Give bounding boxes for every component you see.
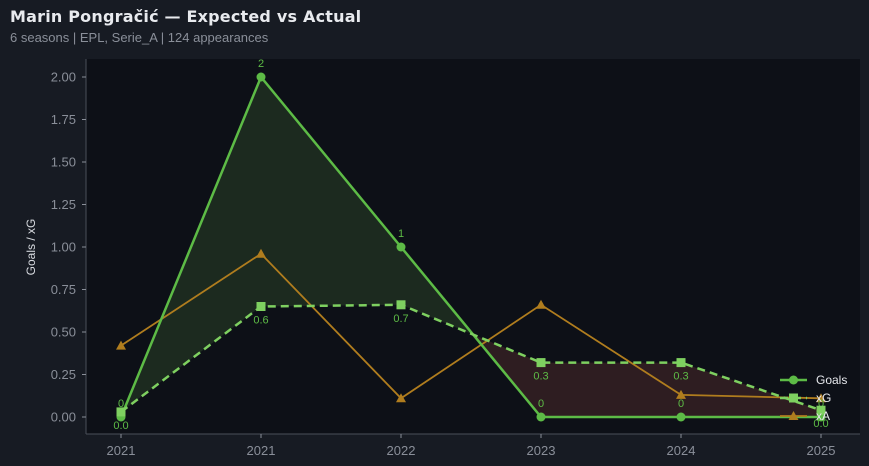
xa-marker xyxy=(116,340,126,350)
xg-marker xyxy=(256,302,266,311)
goals-marker xyxy=(816,412,826,422)
legend-xg-label: xG xyxy=(816,391,831,405)
underperformance-fill xyxy=(541,362,681,417)
x-tick-label: 2022 xyxy=(387,443,416,458)
xg-data-label: 0.0 xyxy=(113,420,128,432)
goals-data-label: 0 xyxy=(118,398,124,410)
xa-marker xyxy=(536,299,546,309)
xg-data-label: 0.7 xyxy=(393,313,408,325)
chart-subtitle: 6 seasons | EPL, Serie_A | 124 appearanc… xyxy=(10,30,269,45)
xg-data-label: 0.3 xyxy=(533,371,548,383)
goals-marker xyxy=(536,412,546,422)
goals-line xyxy=(119,74,821,419)
chart-title: Marin Pongračić — Expected vs Actual xyxy=(10,7,362,26)
x-tick-label: 2021 xyxy=(107,443,136,458)
xg-data-label: 0.3 xyxy=(673,371,688,383)
overperformance-fill xyxy=(261,77,401,307)
xg-data-label: 0.6 xyxy=(253,315,268,327)
legend-goals-label: Goals xyxy=(816,373,847,387)
goals-data-label: 0 xyxy=(678,398,684,410)
xg-marker xyxy=(396,300,406,310)
xa-marker xyxy=(256,248,266,258)
y-axis-label: Goals / xG xyxy=(24,219,38,276)
legend-xg-marker xyxy=(789,393,798,403)
legend-xa-marker xyxy=(788,411,799,420)
goals-marker xyxy=(256,72,266,82)
y-tick-label: 2.00 xyxy=(51,70,76,85)
xa-marker xyxy=(396,393,406,403)
x-tick-label: 2024 xyxy=(667,443,696,458)
x-tick-label: 2023 xyxy=(527,443,556,458)
x-tick-label: 2025 xyxy=(807,443,836,458)
xa-line xyxy=(120,252,822,400)
y-tick-label: 0.00 xyxy=(51,410,76,425)
xg-marker xyxy=(676,358,686,368)
xg-marker xyxy=(816,405,826,415)
xg-marker xyxy=(536,358,546,368)
goals-data-label: 0 xyxy=(818,398,824,410)
xa-marker xyxy=(676,389,686,399)
goals-marker xyxy=(396,242,406,252)
goals-data-label: 1 xyxy=(398,228,404,240)
x-tick-label: 2021 xyxy=(247,443,276,458)
xg-line xyxy=(120,303,822,413)
y-tick-label: 1.50 xyxy=(51,155,76,170)
y-tick-label: 1.00 xyxy=(51,240,76,255)
y-tick-label: 1.75 xyxy=(51,112,76,127)
underperformance-fill xyxy=(681,362,821,417)
y-tick-label: 0.50 xyxy=(51,325,76,340)
xg-data-label: 0.0 xyxy=(813,418,828,430)
y-tick-label: 0.75 xyxy=(51,282,76,297)
y-tick-label: 1.25 xyxy=(51,197,76,212)
goals-data-label: 2 xyxy=(258,58,264,70)
goals-marker xyxy=(676,412,686,422)
chart-header: Marin Pongračić — Expected vs Actual 6 s… xyxy=(0,0,869,58)
xg-marker xyxy=(116,407,126,417)
legend-goals-marker xyxy=(789,375,798,385)
xa-marker xyxy=(816,393,826,403)
goals-data-label: 0 xyxy=(538,398,544,410)
legend-xa-label: xA xyxy=(816,409,830,423)
y-tick-label: 0.25 xyxy=(51,367,76,382)
